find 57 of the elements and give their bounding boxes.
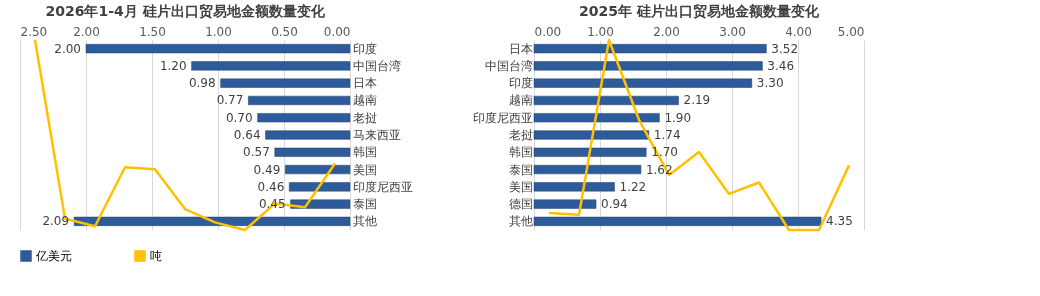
y-tick-label: 其他 (352, 214, 377, 229)
data-label: 1.20 (159, 58, 187, 73)
y-tick-label: 印度 (352, 41, 377, 56)
data-label: 4.35 (826, 214, 853, 229)
data-label: 0.98 (188, 76, 216, 91)
y-tick-label: 印度尼西亚 (352, 179, 413, 194)
chart-title: 2026年1-4月 硅片出口贸易地金额数量变化 (45, 3, 326, 19)
y-tick-label: 美国 (508, 179, 533, 194)
data-label: 0.57 (243, 145, 270, 160)
x-tick-label: 0.00 (323, 24, 351, 39)
y-tick-label: 美国 (352, 162, 377, 177)
y-tick-label: 韩国 (352, 145, 377, 160)
data-label: 1.90 (664, 110, 692, 125)
data-label: 1.74 (653, 128, 681, 142)
data-label: 0.46 (257, 179, 285, 194)
data-label: 3.52 (771, 41, 799, 56)
data-label: 0.64 (233, 128, 261, 142)
y-tick-label: 马来西亚 (352, 128, 401, 142)
x-tick-label: 4.00 (785, 24, 812, 39)
y-tick-label: 日本 (508, 41, 533, 56)
data-label: 0.49 (253, 162, 281, 177)
y-tick-label: 其他 (508, 214, 533, 229)
data-label: 0.70 (225, 110, 253, 125)
y-tick-label: 日本 (352, 76, 377, 91)
y-tick-label: 中国台湾 (484, 58, 533, 73)
y-tick-label: 越南 (352, 93, 377, 108)
x-tick-label: 2.00 (653, 24, 680, 39)
x-tick-label: 2.50 (20, 24, 48, 39)
data-label: 0.94 (601, 197, 628, 212)
y-tick-label: 韩国 (508, 145, 533, 160)
x-tick-label: 2.00 (73, 24, 100, 39)
x-tick-label: 0.00 (534, 24, 562, 39)
data-label: 1.22 (619, 179, 647, 194)
x-tick-label: 3.00 (719, 24, 746, 39)
data-label: 3.46 (767, 58, 795, 73)
y-tick-label: 印度 (508, 76, 533, 91)
y-tick-label: 中国台湾 (352, 58, 401, 73)
y-tick-label: 老挝 (352, 110, 377, 125)
data-label: 2.00 (54, 41, 81, 56)
data-label: 2.19 (683, 93, 711, 108)
x-tick-label: 1.00 (587, 24, 614, 39)
y-tick-label: 德国 (508, 197, 533, 212)
y-tick-label: 印度尼西亚 (472, 110, 533, 125)
data-label: 3.30 (756, 76, 784, 91)
y-tick-label: 泰国 (352, 197, 377, 212)
legend-label: 吨 (150, 249, 162, 263)
y-tick-label: 泰国 (508, 162, 533, 177)
y-tick-label: 越南 (508, 93, 533, 108)
chart-title: 2025年 硅片出口贸易地金额数量变化 (579, 3, 820, 19)
data-label: 2.09 (42, 214, 70, 229)
legend-label: 亿美元 (35, 249, 72, 263)
x-tick-label: 0.50 (271, 24, 298, 39)
data-label: 0.77 (216, 93, 244, 108)
x-tick-label: 5.00 (837, 24, 865, 39)
x-tick-label: 1.50 (139, 24, 166, 39)
x-tick-label: 1.00 (205, 24, 232, 39)
y-tick-label: 老挝 (508, 128, 533, 142)
